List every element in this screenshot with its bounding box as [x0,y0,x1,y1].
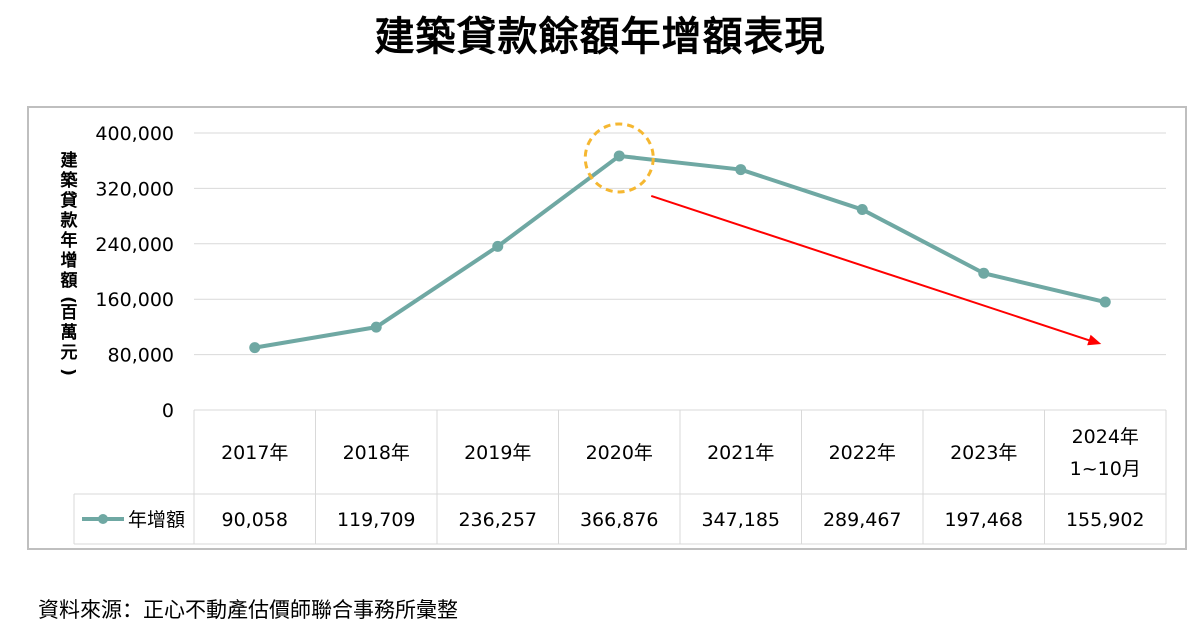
y-axis-label-char: 款 [61,210,79,231]
y-axis-label-char: 貸 [60,190,78,211]
y-tick-label: 240,000 [95,234,174,256]
highlight-circle [583,122,655,194]
data-point [978,267,990,279]
y-tick-label: 80,000 [108,345,174,367]
x-category-label: 2019年 [464,442,531,464]
x-category-label: 2024年 [1072,426,1139,448]
data-table-value: 347,185 [701,509,780,531]
y-tick-label: 160,000 [95,289,174,311]
data-point [856,204,868,216]
y-axis-label-char: 建 [61,150,78,171]
trend-arrow-head [1087,334,1102,346]
y-axis-label-char: 元 [61,343,78,363]
data-table-value: 197,468 [944,509,1023,531]
legend-series-name: 年增額 [128,509,185,531]
legend-marker [98,514,108,524]
y-axis-label-char: ) [58,368,78,376]
data-point [370,321,382,333]
x-category-label: 2022年 [829,442,896,464]
y-axis-label-char: 額 [60,270,78,291]
x-category-label: 2017年 [221,442,288,464]
x-category-label: 2023年 [950,442,1017,464]
data-point [1099,296,1111,308]
y-tick-label: 320,000 [95,178,174,200]
data-table-value: 289,467 [823,509,902,531]
data-point [249,342,261,354]
data-table-value: 155,902 [1066,509,1145,531]
data-point [492,240,504,252]
trend-arrow-shaft [650,194,1094,343]
y-axis-label-char: 百 [61,303,78,323]
series-line [254,153,1106,350]
data-table-value: 236,257 [458,509,537,531]
x-category-label: 1~10月 [1070,458,1141,480]
x-category-label: 2021年 [707,442,774,464]
data-point [613,150,625,162]
x-category-label: 2020年 [586,442,653,464]
line-chart: 080,000160,000240,000320,000400,000建築貸款年… [58,122,1167,545]
chart-frame: 0 80,000 160,000 240,000 320,000 400,000 建築貸款年… [27,106,1187,550]
y-tick-label: 400,000 [95,123,174,145]
data-point [735,164,747,176]
data-table-value: 90,058 [222,509,288,531]
data-table-value: 366,876 [580,509,659,531]
y-axis-label-char: 築 [60,170,79,191]
chart-title: 建築貸款餘額年增額表現 [374,14,826,60]
x-category-label: 2018年 [343,442,410,464]
y-tick-label: 0 [162,400,174,422]
data-table-value: 119,709 [337,509,416,531]
source-note: 資料來源：正心不動產估價師聯合事務所彙整 [38,598,458,622]
y-axis-label-char: ( [58,296,78,304]
trend-arrow [650,194,1102,346]
y-axis-label-char: 萬 [61,322,78,343]
y-axis-label-char: 年 [61,230,78,251]
y-axis-label-char: 增 [61,250,78,271]
